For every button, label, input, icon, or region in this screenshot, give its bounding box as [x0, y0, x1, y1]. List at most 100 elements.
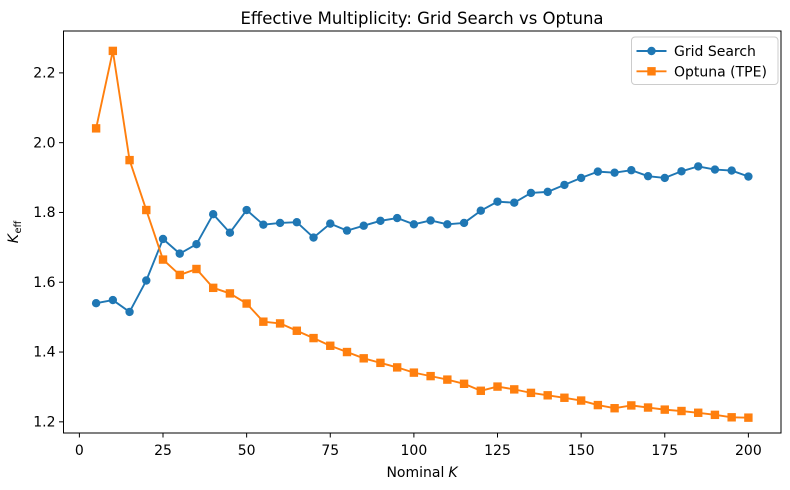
y-tick-label: 1.6: [33, 275, 55, 291]
data-point-marker-optuna-tpe: [643, 403, 653, 412]
data-point-marker-optuna-tpe: [426, 371, 435, 381]
data-point-marker-optuna-tpe: [259, 317, 268, 326]
data-point-marker-optuna-tpe: [376, 358, 385, 368]
data-point-marker-optuna-tpe: [526, 388, 536, 398]
data-point-marker-grid-search: [342, 226, 352, 235]
data-point-marker-optuna-tpe: [443, 375, 452, 384]
data-point-marker-grid-search: [376, 216, 385, 226]
data-point-marker-grid-search: [192, 240, 201, 249]
data-point-marker-grid-search: [225, 228, 235, 237]
data-point-marker-optuna-tpe: [744, 413, 753, 422]
legend: Grid Search Optuna (TPE): [631, 36, 779, 85]
data-point-marker-grid-search: [409, 220, 419, 229]
x-tick-label: 100: [401, 443, 428, 459]
data-point-marker-grid-search: [125, 307, 134, 317]
data-point-marker-optuna-tpe: [476, 386, 485, 395]
data-point-marker-optuna-tpe: [560, 393, 569, 402]
series-line-optuna-tpe: [95, 49, 750, 419]
series-layer: [91, 46, 753, 422]
data-point-marker-grid-search: [493, 197, 502, 206]
legend-label-optuna: Optuna (TPE): [674, 64, 767, 80]
data-point-marker-grid-search: [242, 205, 251, 215]
data-point-marker-optuna-tpe: [292, 326, 302, 335]
data-point-marker-optuna-tpe: [694, 408, 703, 417]
x-tick-label: 0: [75, 443, 84, 459]
data-point-marker-grid-search: [560, 180, 569, 190]
y-tick-label: 1.8: [33, 205, 55, 221]
data-point-marker-optuna-tpe: [326, 341, 335, 350]
data-point-marker-grid-search: [292, 218, 302, 227]
data-point-marker-optuna-tpe: [459, 379, 469, 388]
data-point-marker-grid-search: [459, 218, 469, 228]
legend-item-grid-search: Grid Search: [636, 44, 756, 60]
data-point-marker-optuna-tpe: [192, 264, 201, 274]
data-point-marker-optuna-tpe: [142, 205, 151, 215]
data-point-marker-optuna-tpe: [610, 404, 619, 413]
legend-item-optuna: Optuna (TPE): [636, 64, 767, 80]
x-tick-label: 150: [568, 443, 595, 459]
x-axis-label: Nominal K: [386, 465, 459, 481]
data-point-marker-grid-search: [208, 210, 218, 219]
data-point-marker-optuna-tpe: [91, 124, 101, 133]
y-tick-label: 1.4: [33, 345, 55, 361]
data-point-marker-optuna-tpe: [225, 289, 235, 298]
data-point-marker-optuna-tpe: [242, 299, 251, 308]
data-point-marker-optuna-tpe: [158, 255, 168, 264]
data-point-marker-grid-search: [443, 220, 452, 229]
x-tick-label: 200: [735, 443, 762, 459]
x-axis-ticks: 0 25 50 75 100 125 150 175 200: [75, 433, 762, 459]
data-point-marker-grid-search: [677, 167, 686, 176]
data-point-marker-optuna-tpe: [660, 405, 669, 414]
data-point-marker-grid-search: [610, 168, 619, 177]
x-tick-label: 50: [238, 443, 256, 459]
data-point-marker-optuna-tpe: [510, 385, 519, 394]
data-point-marker-grid-search: [326, 219, 335, 228]
data-point-marker-optuna-tpe: [543, 391, 552, 400]
x-tick-label: 125: [484, 443, 511, 459]
data-point-marker-grid-search: [727, 166, 736, 175]
data-point-marker-grid-search: [576, 173, 586, 183]
data-point-marker-grid-search: [175, 249, 184, 258]
data-point-marker-optuna-tpe: [175, 270, 184, 280]
series-line-grid-search: [95, 165, 750, 313]
axes-frame: [63, 30, 782, 434]
data-point-marker-grid-search: [510, 198, 519, 207]
data-point-marker-grid-search: [543, 187, 552, 197]
data-point-marker-grid-search: [91, 298, 101, 308]
data-point-marker-grid-search: [660, 173, 669, 183]
data-point-marker-optuna-tpe: [342, 347, 352, 357]
data-point-marker-optuna-tpe: [593, 400, 603, 410]
data-point-marker-optuna-tpe: [208, 283, 218, 293]
y-tick-label: 1.2: [33, 415, 55, 431]
legend-box: [631, 36, 779, 85]
data-point-marker-optuna-tpe: [677, 406, 686, 416]
data-point-marker-grid-search: [259, 220, 268, 229]
data-point-marker-grid-search: [359, 221, 368, 230]
data-point-marker-grid-search: [392, 213, 402, 223]
data-point-marker-optuna-tpe: [309, 333, 318, 343]
x-tick-label: 175: [651, 443, 678, 459]
data-point-marker-grid-search: [158, 234, 168, 244]
data-point-marker-optuna-tpe: [493, 382, 502, 391]
data-point-marker-grid-search: [142, 276, 151, 285]
y-axis-label: Keff: [6, 221, 24, 244]
data-point-marker-optuna-tpe: [392, 363, 402, 372]
y-axis-ticks: 1.2 1.4 1.6 1.8 2.0 2.2: [33, 66, 64, 431]
data-point-marker-grid-search: [710, 165, 720, 174]
legend-sample-marker-grid-search-circle-icon: [647, 46, 656, 56]
data-point-marker-grid-search: [526, 188, 536, 198]
y-tick-label: 2.2: [33, 66, 55, 82]
data-point-marker-optuna-tpe: [576, 396, 586, 405]
data-point-marker-grid-search: [309, 233, 318, 242]
data-point-marker-optuna-tpe: [359, 354, 368, 363]
data-point-marker-grid-search: [426, 216, 435, 225]
data-point-marker-optuna-tpe: [409, 368, 419, 377]
data-point-marker-grid-search: [275, 218, 285, 228]
legend-label-grid-search: Grid Search: [674, 44, 756, 60]
data-point-marker-grid-search: [694, 162, 703, 171]
y-tick-label: 2.0: [33, 135, 55, 151]
data-point-marker-grid-search: [108, 295, 118, 305]
legend-sample-marker-optuna-square-icon: [647, 67, 656, 76]
